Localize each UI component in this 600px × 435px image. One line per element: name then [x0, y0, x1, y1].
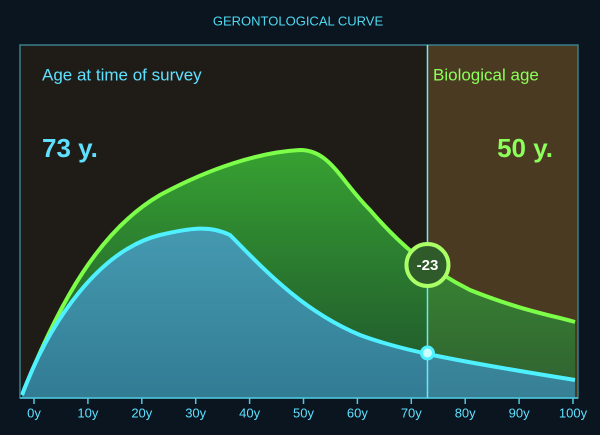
- x-tick-label: 10y: [77, 405, 98, 420]
- x-tick-label: 50y: [293, 405, 314, 420]
- survey-dot: [419, 345, 435, 361]
- survey-age: 73 y.: [42, 133, 98, 163]
- x-tick-label: 70y: [401, 405, 422, 420]
- difference-badge: [404, 242, 451, 288]
- x-tick-label: 30y: [185, 405, 206, 420]
- x-tick-label: 0y: [27, 405, 41, 420]
- biological-age: 50 y.: [497, 133, 553, 163]
- biological-curve: [20, 147, 576, 396]
- x-tick-label: 60y: [347, 405, 368, 420]
- survey-area: [22, 228, 575, 398]
- x-tick-label: 20y: [131, 405, 152, 420]
- x-tick-label: 100y: [559, 405, 588, 420]
- biological-label: Biological age: [433, 65, 539, 84]
- x-tick-label: 40y: [239, 405, 260, 420]
- survey-curve: [20, 226, 576, 396]
- survey-label: Age at time of survey: [42, 65, 202, 84]
- difference-value: -23: [417, 257, 439, 274]
- chart-title: GERONTOLOGICAL CURVE: [213, 13, 384, 28]
- x-tick-label: 80y: [455, 405, 476, 420]
- x-tick-label: 90y: [509, 405, 530, 420]
